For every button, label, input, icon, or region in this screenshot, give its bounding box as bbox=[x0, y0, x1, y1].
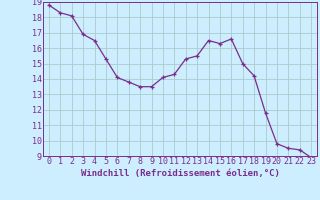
X-axis label: Windchill (Refroidissement éolien,°C): Windchill (Refroidissement éolien,°C) bbox=[81, 169, 279, 178]
